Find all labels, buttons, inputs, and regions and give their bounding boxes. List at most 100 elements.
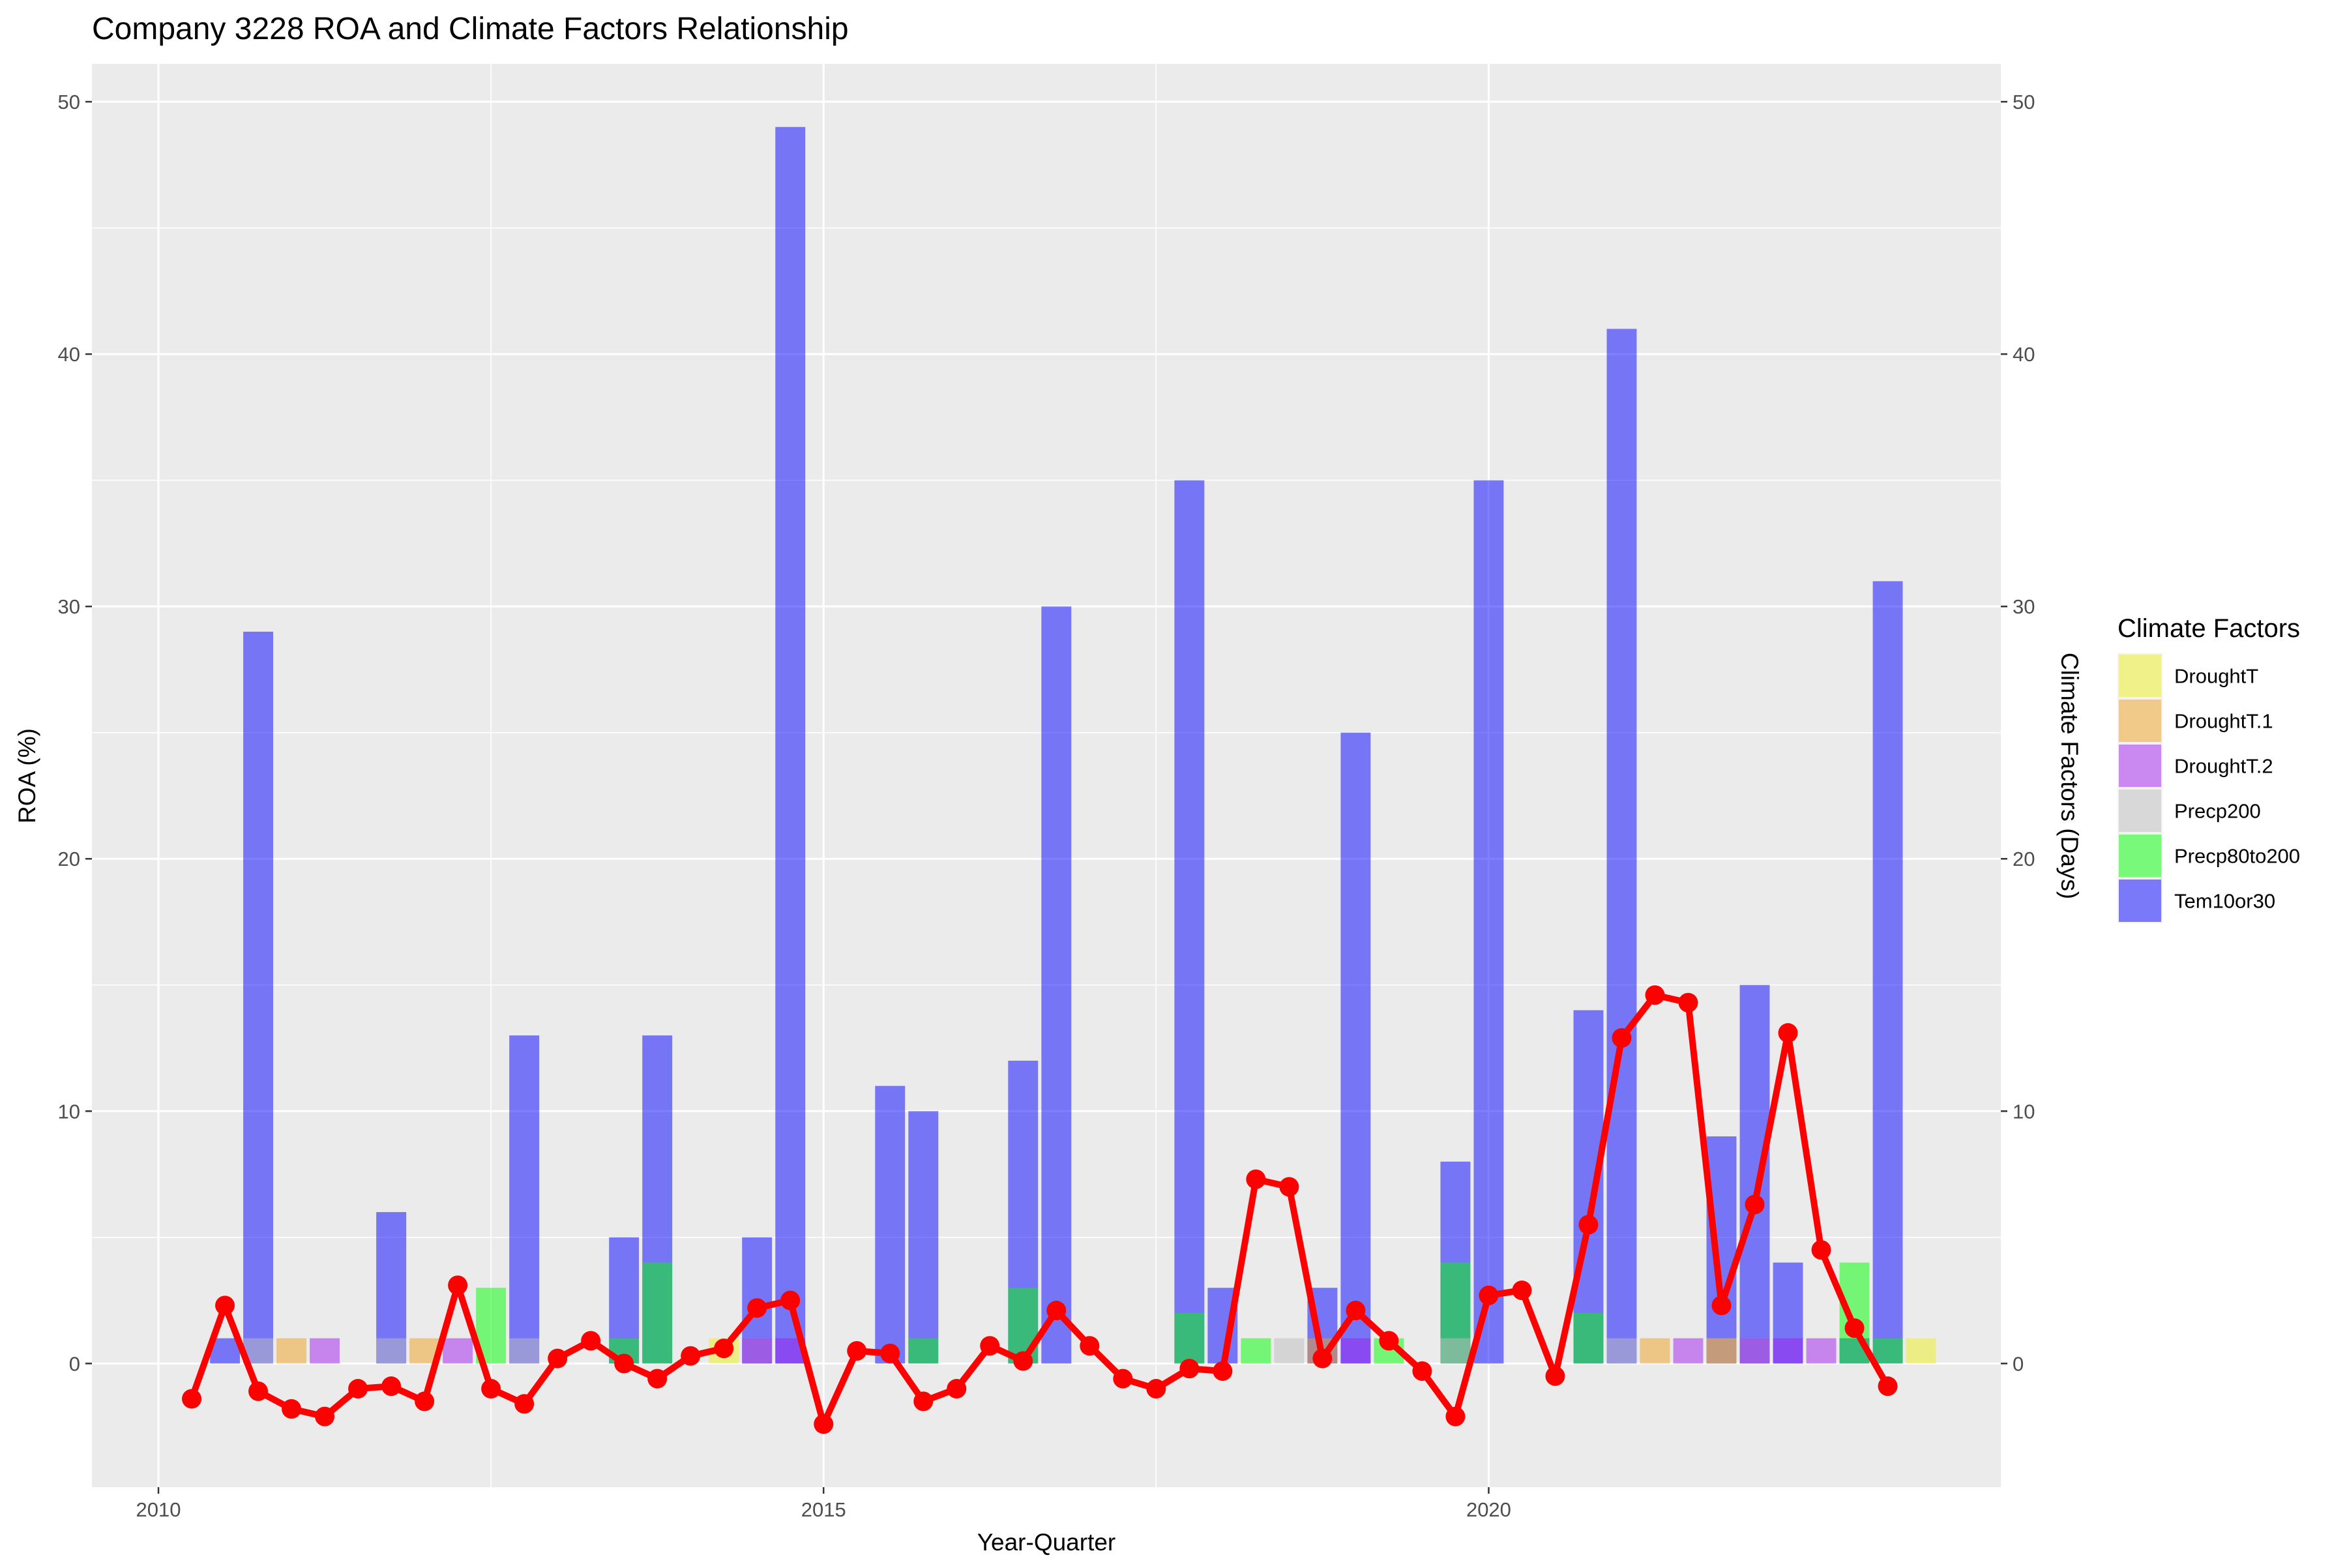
roa-point — [1312, 1348, 1333, 1368]
roa-point — [1678, 992, 1698, 1013]
roa-point — [1080, 1336, 1100, 1356]
roa-point — [1113, 1368, 1133, 1389]
bar-precp200 — [1274, 1338, 1305, 1364]
roa-point — [1013, 1351, 1033, 1371]
bar-tem10or30 — [908, 1111, 939, 1364]
roa-point — [1778, 1023, 1798, 1043]
roa-point — [248, 1381, 269, 1401]
legend-swatch — [2119, 700, 2161, 742]
roa-point — [1213, 1361, 1233, 1381]
roa-point — [1412, 1361, 1432, 1381]
bar-tem10or30 — [1340, 732, 1371, 1364]
roa-point — [780, 1290, 801, 1310]
legend-label: Precp80to200 — [2174, 845, 2300, 868]
legend-swatch — [2119, 655, 2161, 697]
bar-precp200 — [1440, 1338, 1471, 1364]
bar-droughtt-1 — [1640, 1338, 1670, 1364]
roa-point — [1246, 1169, 1266, 1189]
roa-point — [514, 1394, 535, 1414]
y-tick-label: 50 — [58, 91, 80, 113]
bar-droughtt-2 — [310, 1338, 340, 1364]
x-tick-label: 2020 — [1466, 1498, 1511, 1521]
legend-title: Climate Factors — [2118, 614, 2300, 643]
bar-precp80to200 — [642, 1262, 673, 1364]
roa-point — [1711, 1295, 1732, 1316]
roa-point — [1146, 1379, 1166, 1399]
bar-droughtt-2 — [742, 1338, 773, 1364]
bar-tem10or30 — [1573, 1010, 1604, 1364]
bar-precp200 — [1606, 1338, 1637, 1364]
roa-point — [1645, 985, 1665, 1005]
x-tick-label: 2010 — [136, 1498, 181, 1521]
legend: Climate Factors DroughtT DroughtT.1 Drough… — [2118, 614, 2300, 923]
bar-droughtt-2 — [1773, 1338, 1803, 1364]
roa-line — [188, 992, 1891, 1428]
roa-point — [847, 1340, 867, 1361]
y2-tick-label: 10 — [2013, 1100, 2035, 1123]
roa-point — [1844, 1318, 1865, 1339]
legend-swatch — [2119, 835, 2161, 877]
roa-point — [1379, 1331, 1399, 1351]
roa-point — [182, 1389, 202, 1409]
y2-tick-label: 50 — [2013, 91, 2035, 113]
legend-label: DroughtT — [2174, 665, 2258, 688]
roa-point — [481, 1379, 501, 1399]
roa-point — [381, 1376, 402, 1397]
roa-point — [947, 1379, 967, 1399]
bar-droughtt-2 — [1340, 1338, 1371, 1364]
y2-tick-label: 20 — [2013, 848, 2035, 870]
roa-point — [1479, 1285, 1499, 1305]
roa-point — [714, 1339, 734, 1359]
bar-tem10or30 — [1739, 984, 1770, 1364]
y-tick-label: 10 — [58, 1100, 80, 1123]
bar-tem10or30 — [1606, 329, 1637, 1364]
legend-label: DroughtT.1 — [2174, 710, 2273, 733]
roa-point — [913, 1391, 934, 1412]
y-tick-label: 40 — [58, 343, 80, 366]
roa-point — [1346, 1301, 1366, 1321]
roa-point — [1179, 1359, 1200, 1379]
bar-droughtt-1 — [1706, 1338, 1737, 1364]
bar-droughtt-1 — [276, 1338, 307, 1364]
roa-point — [1512, 1280, 1532, 1301]
y-tick-label: 30 — [58, 595, 80, 618]
x-axis-title: Year-Quarter — [977, 1529, 1116, 1556]
bar-precp80to200 — [908, 1338, 939, 1364]
roa-point — [681, 1346, 701, 1366]
roa-point — [880, 1343, 900, 1363]
legend-label: Precp200 — [2174, 800, 2261, 823]
bar-precp80to200 — [1573, 1312, 1604, 1364]
bar-precp200 — [376, 1338, 407, 1364]
bar-tem10or30 — [509, 1035, 540, 1364]
legend-swatch — [2119, 745, 2161, 787]
bar-tem10or30 — [775, 126, 806, 1364]
bar-precp80to200 — [1241, 1338, 1271, 1364]
roa-point — [1745, 1194, 1765, 1215]
legend-label: DroughtT.2 — [2174, 755, 2273, 778]
bar-tem10or30 — [1041, 606, 1072, 1364]
bar-precp80to200 — [1174, 1312, 1205, 1364]
roa-point — [282, 1399, 302, 1419]
bar-tem10or30 — [243, 631, 274, 1364]
roa-point — [415, 1391, 435, 1412]
y2-axis-title: Climate Factors (Days) — [2056, 653, 2083, 899]
roa-point — [1578, 1215, 1599, 1235]
roa-point — [1545, 1366, 1565, 1386]
roa-point — [348, 1379, 368, 1399]
bar-precp80to200 — [1872, 1338, 1903, 1364]
roa-point — [1046, 1301, 1067, 1321]
roa-point — [1279, 1177, 1299, 1197]
legend-swatch — [2119, 880, 2161, 922]
roa-line-layer — [182, 985, 1898, 1434]
bar-layer — [210, 126, 1936, 1364]
roa-point — [548, 1348, 568, 1368]
roa-point — [614, 1354, 634, 1374]
legend-label: Tem10or30 — [2174, 890, 2275, 913]
bar-tem10or30 — [1872, 581, 1903, 1364]
bar-tem10or30 — [875, 1086, 906, 1364]
x-tick-label: 2015 — [801, 1498, 846, 1521]
y-tick-label: 20 — [58, 848, 80, 870]
roa-point — [1811, 1240, 1831, 1260]
